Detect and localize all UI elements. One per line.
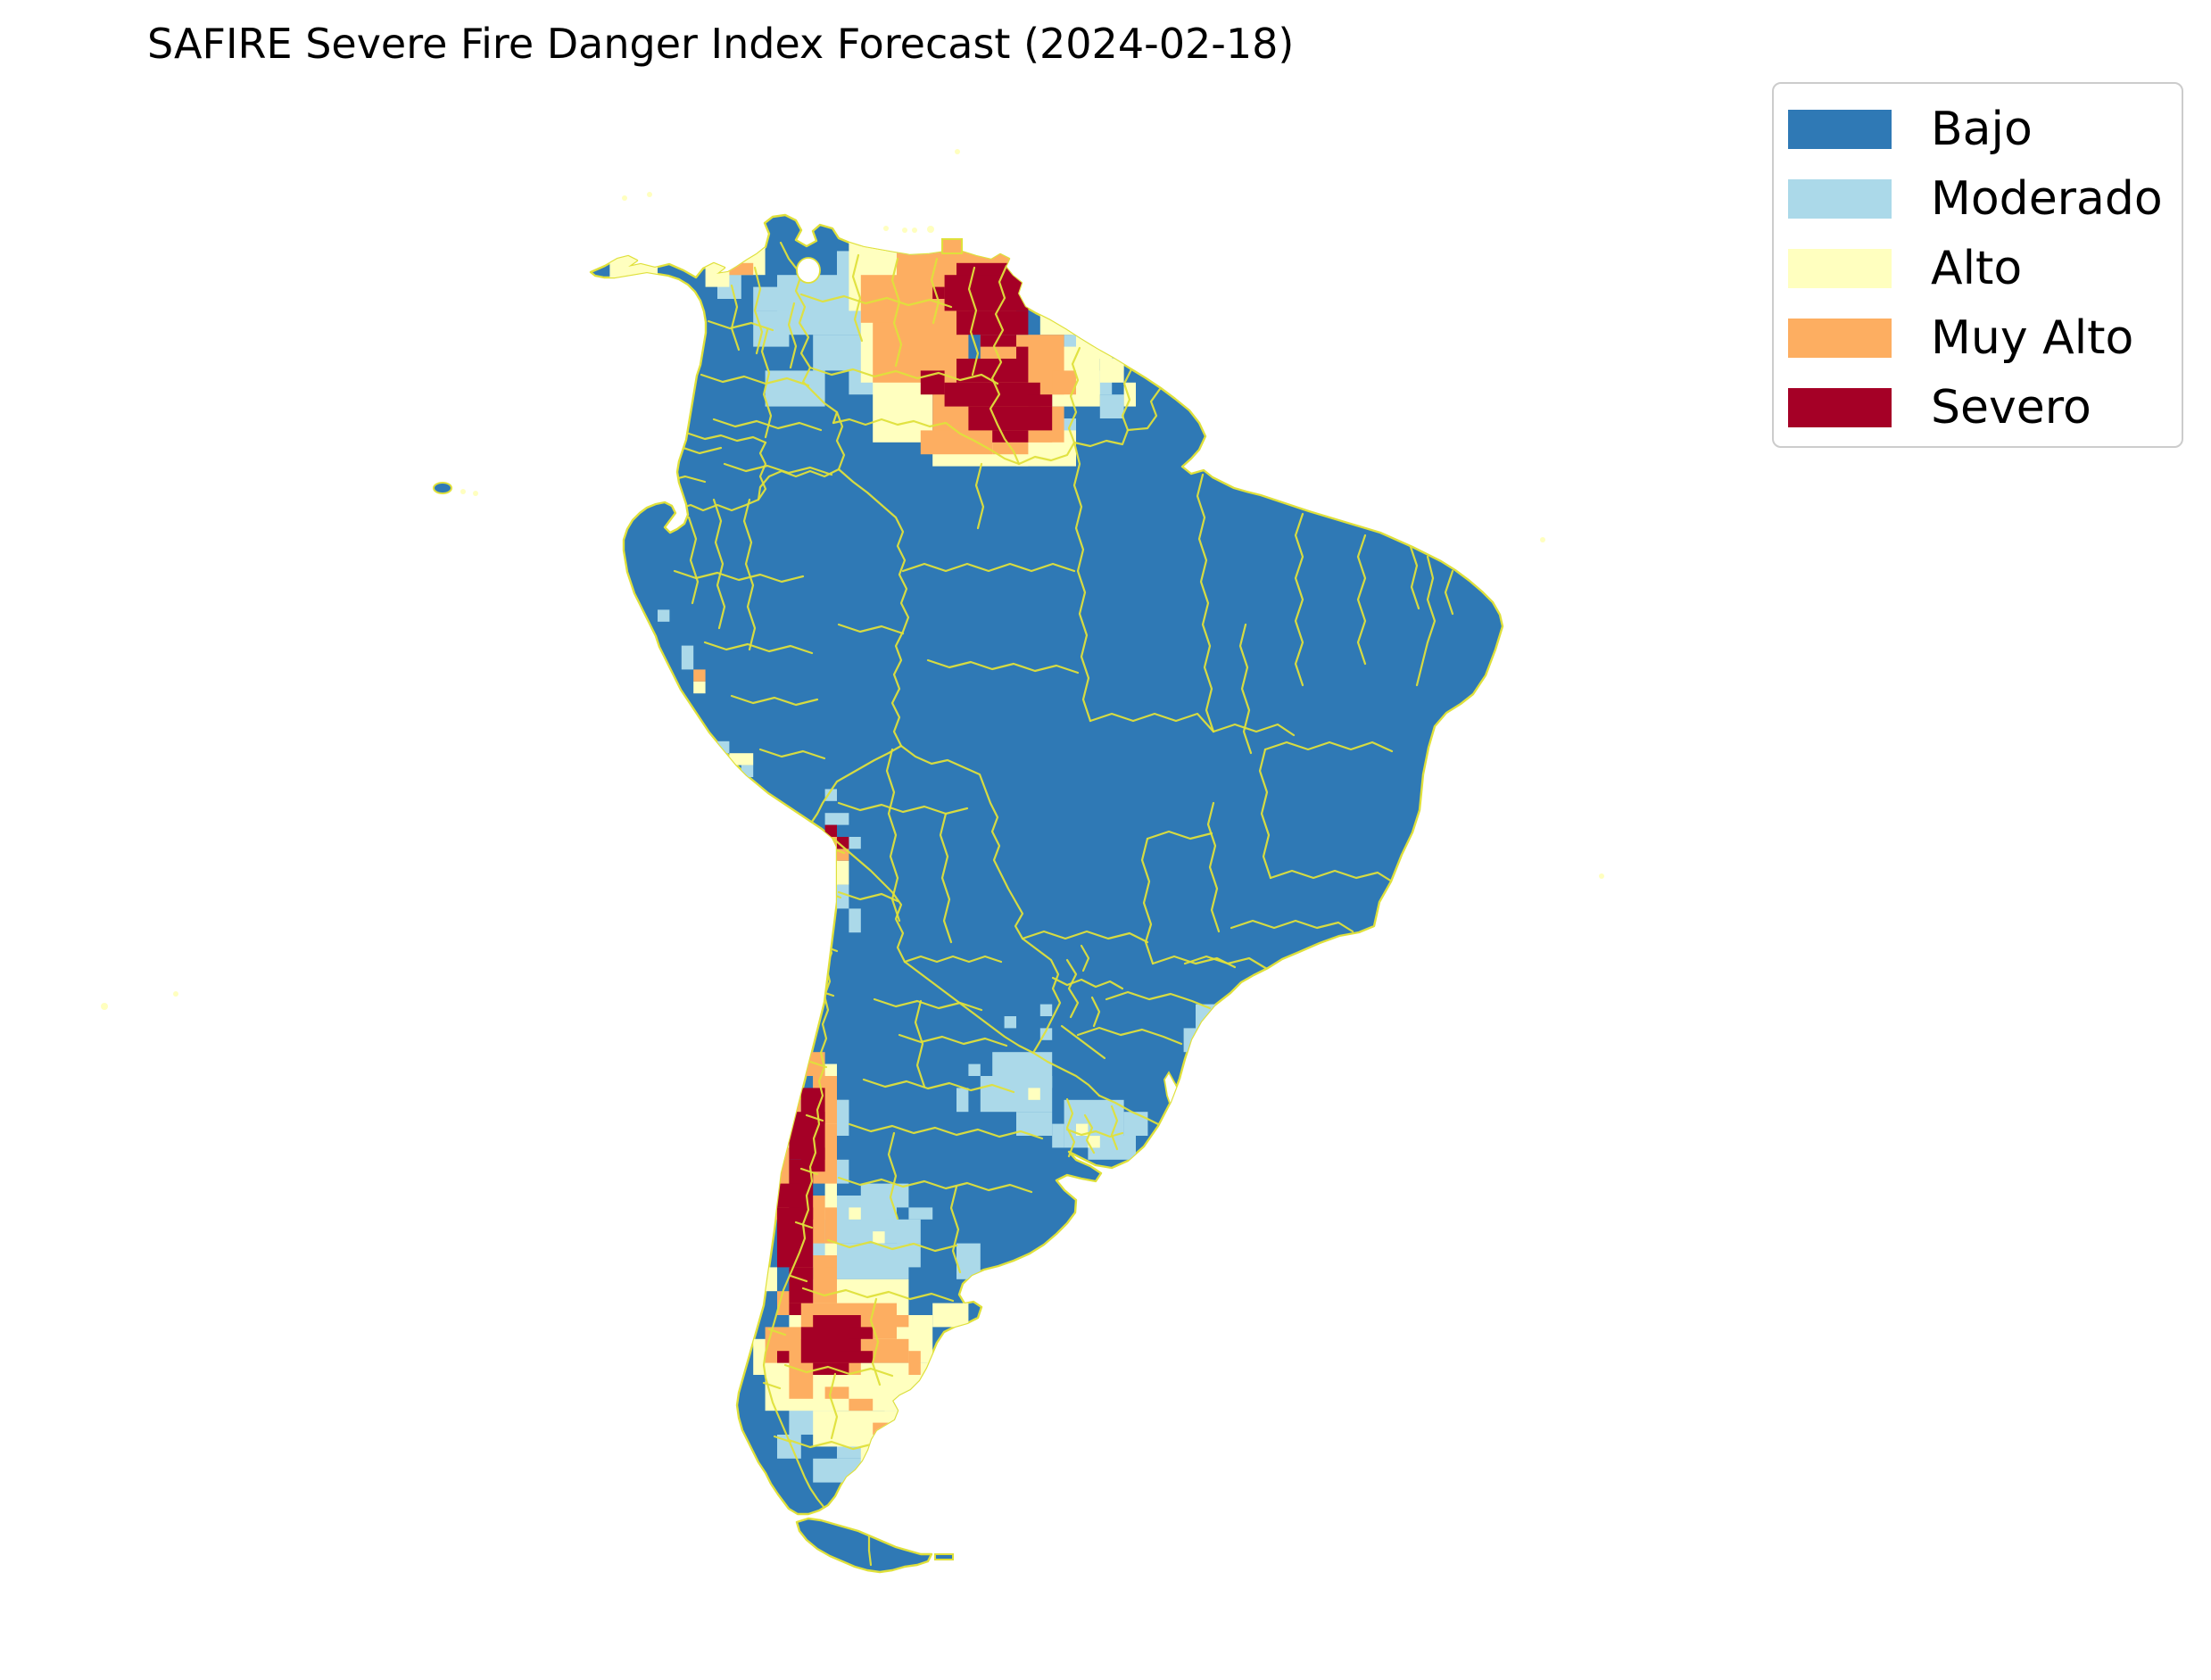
legend-swatch-muy_alto: [1788, 319, 1892, 358]
lake-titicaca: [774, 837, 791, 853]
danger-patch-severo: [777, 239, 1053, 1375]
island: [460, 489, 466, 494]
legend: Bajo Moderado Alto Muy Alto Severo: [1772, 82, 2183, 448]
island: [473, 491, 478, 496]
offshore-islands: [101, 149, 1604, 1560]
island: [912, 228, 917, 233]
legend-label-muy_alto: Muy Alto: [1931, 311, 2134, 365]
lake-maracaibo: [796, 257, 821, 284]
legend-item-moderado: Moderado: [1788, 164, 2182, 234]
legend-label-moderado: Moderado: [1931, 172, 2163, 226]
figure-title: SAFIRE Severe Fire Danger Index Forecast…: [147, 20, 1295, 68]
legend-item-bajo: Bajo: [1788, 95, 2182, 164]
legend-label-severo: Severo: [1931, 381, 2091, 434]
legend-item-severo: Severo: [1788, 373, 2182, 443]
island: [941, 238, 963, 254]
island: [883, 226, 889, 231]
island: [433, 482, 452, 494]
island: [173, 991, 178, 997]
legend-label-alto: Alto: [1931, 242, 2023, 295]
island: [622, 195, 627, 201]
island: [1540, 537, 1545, 542]
island: [927, 226, 934, 233]
legend-item-muy_alto: Muy Alto: [1788, 303, 2182, 373]
fire-danger-raster: [609, 215, 1279, 1494]
legend-swatch-moderado: [1788, 179, 1892, 219]
legend-swatch-severo: [1788, 388, 1892, 427]
legend-swatch-alto: [1788, 249, 1892, 288]
island: [647, 192, 652, 197]
legend-items: Bajo Moderado Alto Muy Alto Severo: [1788, 95, 2182, 443]
island: [934, 1553, 954, 1560]
legend-swatch-bajo: [1788, 110, 1892, 149]
island: [1599, 873, 1604, 879]
legend-label-bajo: Bajo: [1931, 103, 2033, 156]
island: [101, 1003, 108, 1010]
legend-item-alto: Alto: [1788, 234, 2182, 303]
admin-boundaries: [662, 241, 1454, 1567]
tierra-del-fuego-island: [795, 1517, 933, 1574]
island: [902, 228, 907, 233]
island: [955, 149, 960, 154]
